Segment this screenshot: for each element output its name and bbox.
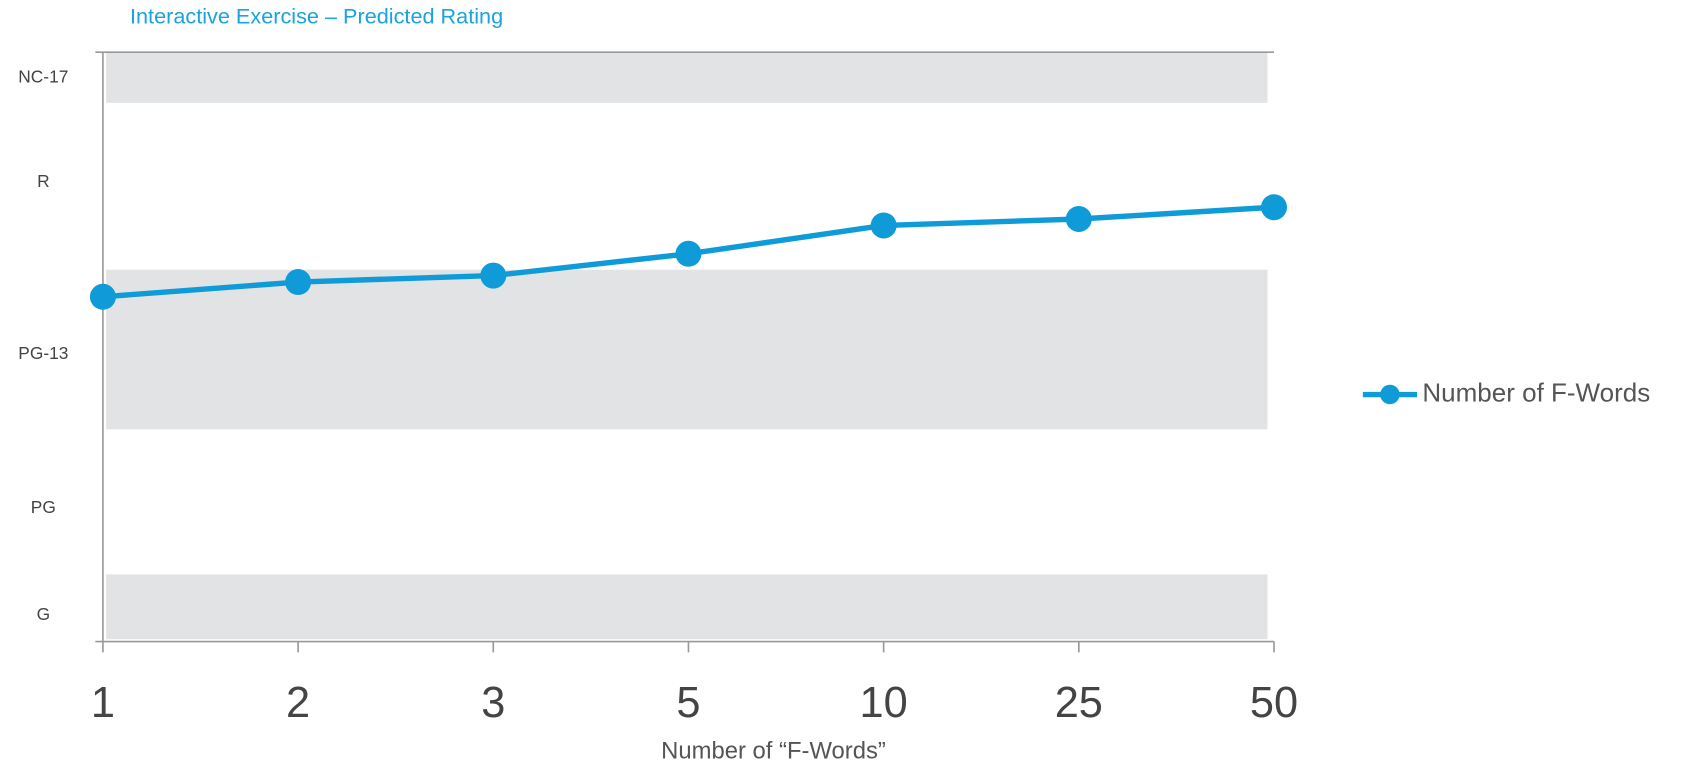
data-point xyxy=(675,240,702,267)
x-tick-label: 10 xyxy=(860,679,908,727)
x-tick-label: 50 xyxy=(1250,679,1298,727)
data-point xyxy=(870,212,897,239)
data-point xyxy=(1261,194,1287,221)
x-tick-label: 25 xyxy=(1055,679,1103,727)
legend-marker xyxy=(1380,384,1400,405)
y-tick-label: NC-17 xyxy=(18,67,68,87)
data-point xyxy=(285,269,312,296)
y-tick-label: PG-13 xyxy=(18,343,68,363)
data-point xyxy=(89,283,116,310)
rating-band xyxy=(106,52,1268,103)
y-tick-label: PG xyxy=(31,497,56,517)
y-tick-label: G xyxy=(37,604,50,624)
x-axis-label: Number of “F-Words” xyxy=(661,737,886,762)
x-tick-label: 2 xyxy=(286,679,310,727)
data-point xyxy=(480,262,507,289)
rating-band xyxy=(106,269,1268,430)
x-tick-label: 3 xyxy=(481,679,505,727)
data-point xyxy=(1065,205,1092,232)
y-tick-label: R xyxy=(37,171,50,191)
rating-band xyxy=(106,574,1268,640)
x-tick-label: 5 xyxy=(676,679,700,727)
legend-label: Number of F-Words xyxy=(1422,377,1650,407)
chart-title: Interactive Exercise – Predicted Rating xyxy=(130,3,503,28)
x-tick-label: 1 xyxy=(91,679,115,727)
